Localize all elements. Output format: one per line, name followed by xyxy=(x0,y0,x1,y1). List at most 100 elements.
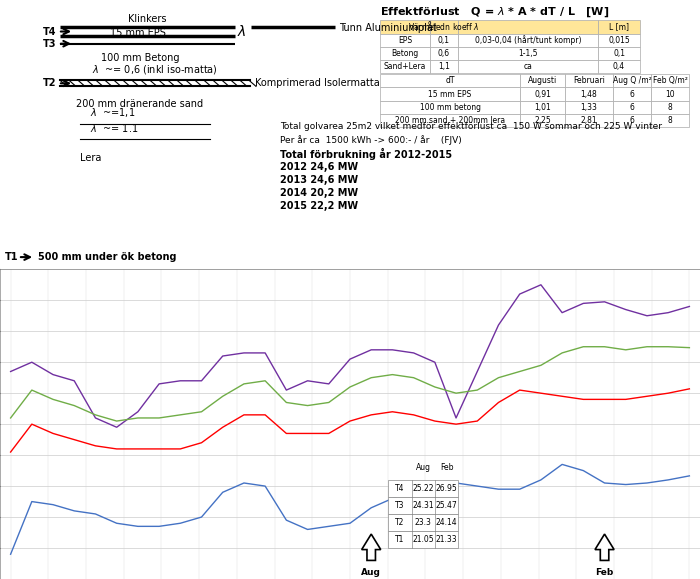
Bar xyxy=(380,20,430,34)
Text: 6: 6 xyxy=(629,116,634,125)
Text: Komprimerad Isolermatta: Komprimerad Isolermatta xyxy=(255,78,379,89)
Text: 200 mm dränerande sand: 200 mm dränerande sand xyxy=(76,98,204,109)
Bar xyxy=(430,34,458,47)
Text: Total förbrukning år 2012-2015: Total förbrukning år 2012-2015 xyxy=(280,148,452,160)
Text: 2013 24,6 MW: 2013 24,6 MW xyxy=(280,175,358,185)
Text: 0,1: 0,1 xyxy=(613,49,625,58)
Bar xyxy=(389,497,459,514)
Text: 1,33: 1,33 xyxy=(580,102,597,112)
Text: Aug: Aug xyxy=(416,463,430,472)
Text: Total golvarea 25m2 vilket medför effektförlust ca  150 W sommar och 225 W vinte: Total golvarea 25m2 vilket medför effekt… xyxy=(280,122,662,131)
Text: Feb: Feb xyxy=(596,568,614,577)
Text: 6: 6 xyxy=(629,102,634,112)
Text: T3: T3 xyxy=(395,501,405,510)
Text: T4: T4 xyxy=(395,484,405,493)
Bar xyxy=(389,531,459,548)
Bar xyxy=(430,20,458,34)
Bar xyxy=(380,34,430,47)
Text: Sand+Lera: Sand+Lera xyxy=(384,62,426,71)
Text: 0,1: 0,1 xyxy=(438,36,450,45)
Text: Effektförlust   Q = $\lambda$ * A * dT / L   [W]: Effektförlust Q = $\lambda$ * A * dT / L… xyxy=(380,5,609,19)
Bar xyxy=(598,47,640,60)
Text: T2: T2 xyxy=(43,78,56,89)
Text: L [m]: L [m] xyxy=(609,23,629,31)
Text: 23.3: 23.3 xyxy=(414,518,432,527)
Text: 24.31: 24.31 xyxy=(412,501,434,510)
Text: 0,4: 0,4 xyxy=(613,62,625,71)
Bar xyxy=(520,74,565,87)
Bar xyxy=(613,101,651,114)
Bar xyxy=(565,114,613,127)
Bar xyxy=(598,60,640,73)
Text: T2: T2 xyxy=(395,518,405,527)
FancyArrow shape xyxy=(595,534,614,560)
Text: 2012 24,6 MW: 2012 24,6 MW xyxy=(280,162,358,171)
Text: Tunn Aluminiumplåt: Tunn Aluminiumplåt xyxy=(339,21,437,34)
Text: $\lambda$  ~= 1.1: $\lambda$ ~= 1.1 xyxy=(90,122,139,134)
Text: 15 mm EPS: 15 mm EPS xyxy=(110,28,165,38)
Text: $\lambda$: $\lambda$ xyxy=(237,24,246,39)
Text: 8: 8 xyxy=(668,102,673,112)
Bar xyxy=(613,87,651,101)
Bar xyxy=(651,74,689,87)
Bar xyxy=(613,74,651,87)
Text: T3: T3 xyxy=(43,39,56,49)
Text: 2015 22,2 MW: 2015 22,2 MW xyxy=(280,201,358,211)
Text: Betong: Betong xyxy=(391,49,419,58)
Bar xyxy=(598,20,640,34)
Bar xyxy=(565,87,613,101)
Text: 0,015: 0,015 xyxy=(608,36,630,45)
Text: 21.05: 21.05 xyxy=(412,535,434,544)
Text: 1,1: 1,1 xyxy=(438,62,450,71)
Text: 25.47: 25.47 xyxy=(435,501,457,510)
Bar xyxy=(651,114,689,127)
Text: Per år ca  1500 kWh -> 600:- / år    (FJV): Per år ca 1500 kWh -> 600:- / år (FJV) xyxy=(280,135,462,145)
Text: 0,6: 0,6 xyxy=(438,49,450,58)
Text: dT: dT xyxy=(445,76,455,85)
Text: Lera: Lera xyxy=(80,152,101,163)
Text: 6: 6 xyxy=(629,90,634,98)
Text: Aug: Aug xyxy=(361,568,381,577)
Text: T1: T1 xyxy=(5,252,18,262)
Text: 2014 20,2 MW: 2014 20,2 MW xyxy=(280,188,358,198)
Bar xyxy=(380,101,520,114)
Text: 24.14: 24.14 xyxy=(435,518,457,527)
Text: EPS: EPS xyxy=(398,36,412,45)
Text: Klinkers: Klinkers xyxy=(128,14,167,24)
Text: T4: T4 xyxy=(43,27,56,36)
Text: 1,01: 1,01 xyxy=(534,102,551,112)
Text: 1,48: 1,48 xyxy=(580,90,597,98)
Text: Februari: Februari xyxy=(573,76,605,85)
Bar xyxy=(380,87,520,101)
Text: 25.22: 25.22 xyxy=(412,484,434,493)
Bar xyxy=(380,114,520,127)
Bar xyxy=(389,480,459,497)
Bar xyxy=(380,74,520,87)
Bar xyxy=(598,34,640,47)
Text: 10: 10 xyxy=(665,90,675,98)
Bar xyxy=(613,114,651,127)
Text: 200 mm sand + 200mm lera: 200 mm sand + 200mm lera xyxy=(395,116,505,125)
Text: 26.95: 26.95 xyxy=(435,484,457,493)
Bar xyxy=(520,101,565,114)
FancyArrow shape xyxy=(362,534,381,560)
Text: Augusti: Augusti xyxy=(528,76,557,85)
Text: Aug Q /m²: Aug Q /m² xyxy=(612,76,652,85)
Bar xyxy=(430,47,458,60)
Text: 2,81: 2,81 xyxy=(581,116,597,125)
Bar xyxy=(458,20,598,34)
Text: 0,91: 0,91 xyxy=(534,90,551,98)
Text: ca: ca xyxy=(524,62,533,71)
Bar xyxy=(520,87,565,101)
Bar xyxy=(389,514,459,531)
Text: 0,03-0,04 (hårt/tunt kompr): 0,03-0,04 (hårt/tunt kompr) xyxy=(475,35,581,45)
Bar xyxy=(651,101,689,114)
Text: $\lambda$  ~=1,1: $\lambda$ ~=1,1 xyxy=(90,106,135,119)
Text: $\lambda$  ~= 0,6 (inkl iso-matta): $\lambda$ ~= 0,6 (inkl iso-matta) xyxy=(92,63,218,76)
Text: 2,25: 2,25 xyxy=(534,116,551,125)
Text: 500 mm under ök betong: 500 mm under ök betong xyxy=(38,252,176,262)
Text: 21.33: 21.33 xyxy=(435,535,457,544)
Bar xyxy=(458,60,598,73)
Bar xyxy=(380,60,430,73)
Text: 1-1,5: 1-1,5 xyxy=(518,49,538,58)
